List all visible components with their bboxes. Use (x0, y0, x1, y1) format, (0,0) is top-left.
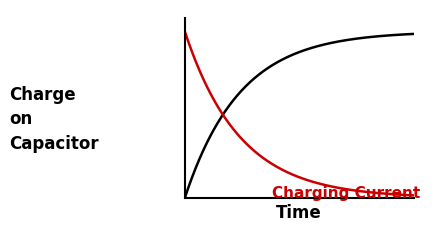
Text: Capacitor: Capacitor (9, 135, 99, 153)
X-axis label: Time: Time (276, 204, 322, 222)
Text: Charge: Charge (9, 86, 75, 104)
Text: Charging Current: Charging Current (272, 186, 420, 201)
Text: on: on (9, 110, 32, 128)
